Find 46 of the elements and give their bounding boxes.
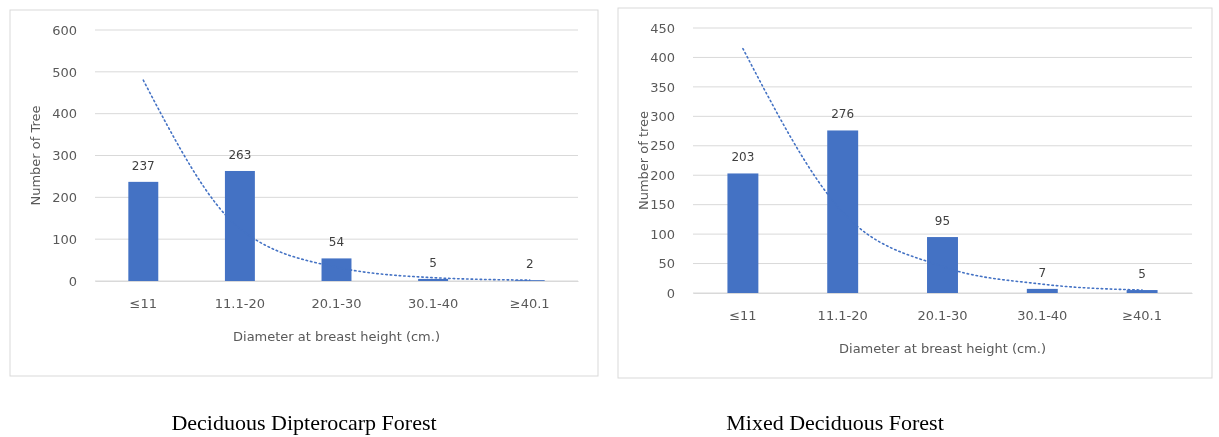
data-label: 237 [131, 158, 155, 173]
y-tick-label: 450 [650, 20, 675, 36]
x-tick-label: ≤11 [729, 308, 757, 324]
text: Mixed Deciduous Forest [726, 410, 944, 435]
y-axis-title: Number of Tree [28, 105, 43, 206]
data-label: 263 [228, 147, 252, 162]
data-label: 7 [1038, 265, 1047, 280]
y-tick-label: 350 [650, 79, 675, 95]
bar [727, 173, 759, 293]
text: Deciduous Dipterocarp Forest [171, 410, 437, 435]
y-tick-label: 600 [52, 22, 77, 38]
bar [128, 181, 159, 281]
data-label: 276 [831, 107, 855, 122]
x-axis-title: Diameter at breast height (cm.) [233, 329, 440, 344]
x-tick-label: 30.1-40 [408, 296, 459, 312]
data-label: 203 [731, 150, 755, 165]
y-tick-label: 0 [666, 285, 675, 301]
x-tick-label: 11.1-20 [817, 308, 868, 324]
y-axis-title: Number of tree [636, 110, 651, 211]
y-tick-label: 300 [650, 108, 675, 124]
x-tick-label: 20.1-30 [311, 296, 362, 312]
y-tick-label: 400 [650, 50, 675, 66]
y-tick-label: 100 [52, 231, 77, 247]
x-tick-label: 20.1-30 [917, 308, 968, 324]
data-label: 5 [429, 255, 437, 270]
x-tick-label: 11.1-20 [214, 296, 265, 312]
x-axis-title: Diameter at breast height (cm.) [839, 341, 1046, 356]
data-label: 2 [525, 257, 534, 272]
y-tick-label: 300 [52, 148, 77, 164]
y-tick-label: 50 [658, 256, 675, 272]
bar [1026, 288, 1058, 293]
y-tick-label: 250 [650, 138, 675, 154]
data-label: 54 [328, 235, 345, 250]
y-tick-label: 500 [52, 64, 77, 80]
x-tick-label: 30.1-40 [1017, 308, 1068, 324]
x-tick-label: ≥40.1 [509, 296, 550, 312]
y-tick-label: 0 [68, 273, 77, 289]
x-tick-label: ≤11 [129, 296, 158, 312]
x-tick-label: ≥40.1 [1122, 308, 1163, 324]
y-tick-label: 100 [650, 226, 675, 242]
data-label: 5 [1138, 267, 1146, 282]
y-tick-label: 400 [52, 106, 77, 122]
data-label: 95 [934, 214, 951, 229]
y-tick-label: 150 [650, 197, 675, 213]
y-tick-label: 200 [52, 189, 77, 205]
y-tick-label: 200 [650, 167, 675, 183]
